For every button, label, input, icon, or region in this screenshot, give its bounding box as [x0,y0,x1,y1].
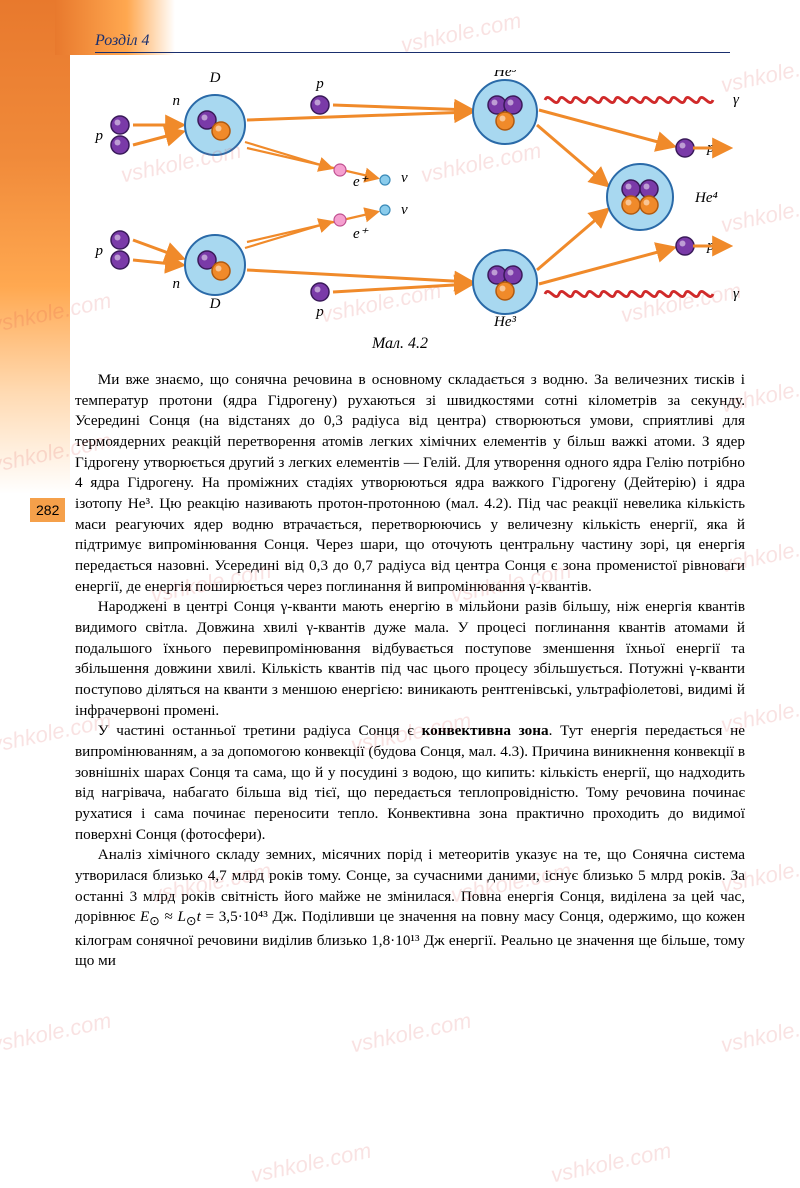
svg-text:He³: He³ [493,314,516,330]
svg-text:p: p [95,128,104,144]
svg-text:γ: γ [733,92,740,108]
svg-text:He³: He³ [493,70,516,80]
svg-text:e⁺: e⁺ [353,174,369,190]
watermark: vshkole.com [0,1008,114,1059]
svg-text:n: n [173,93,181,109]
watermark: vshkole.com [249,1138,374,1188]
fusion-diagram: ppDnDnppe⁺νe⁺νHe³He³He⁴ppγγ [85,70,745,330]
svg-text:ν: ν [401,170,408,186]
svg-text:p: p [315,304,324,320]
paragraph: Аналіз хімічного складу земних, місячних… [75,845,745,972]
page-number: 282 [30,498,65,522]
svg-text:e⁺: e⁺ [353,226,369,242]
watermark: vshkole.com [349,1008,474,1059]
paragraph: Ми вже знаємо, що сонячна речовина в осн… [75,370,745,597]
watermark: vshkole.com [549,1138,674,1188]
svg-text:p: p [95,243,104,259]
svg-text:γ: γ [733,286,740,302]
watermark: vshkole.com [719,1008,800,1059]
body-text: Ми вже знаємо, що сонячна речовина в осн… [75,370,745,972]
chapter-label: Розділ 4 [95,32,730,53]
svg-text:D: D [209,296,221,312]
paragraph: Народжені в центрі Сонця γ-кванти мають … [75,597,745,721]
paragraph: У частині останньої третини радіуса Сонц… [75,721,745,845]
svg-text:n: n [173,276,181,292]
svg-text:p: p [315,76,324,92]
svg-text:D: D [209,70,221,86]
svg-text:ν: ν [401,202,408,218]
svg-text:He⁴: He⁴ [694,190,718,206]
page-corner-decoration [0,0,70,520]
figure-caption: Мал. 4.2 [0,335,800,353]
